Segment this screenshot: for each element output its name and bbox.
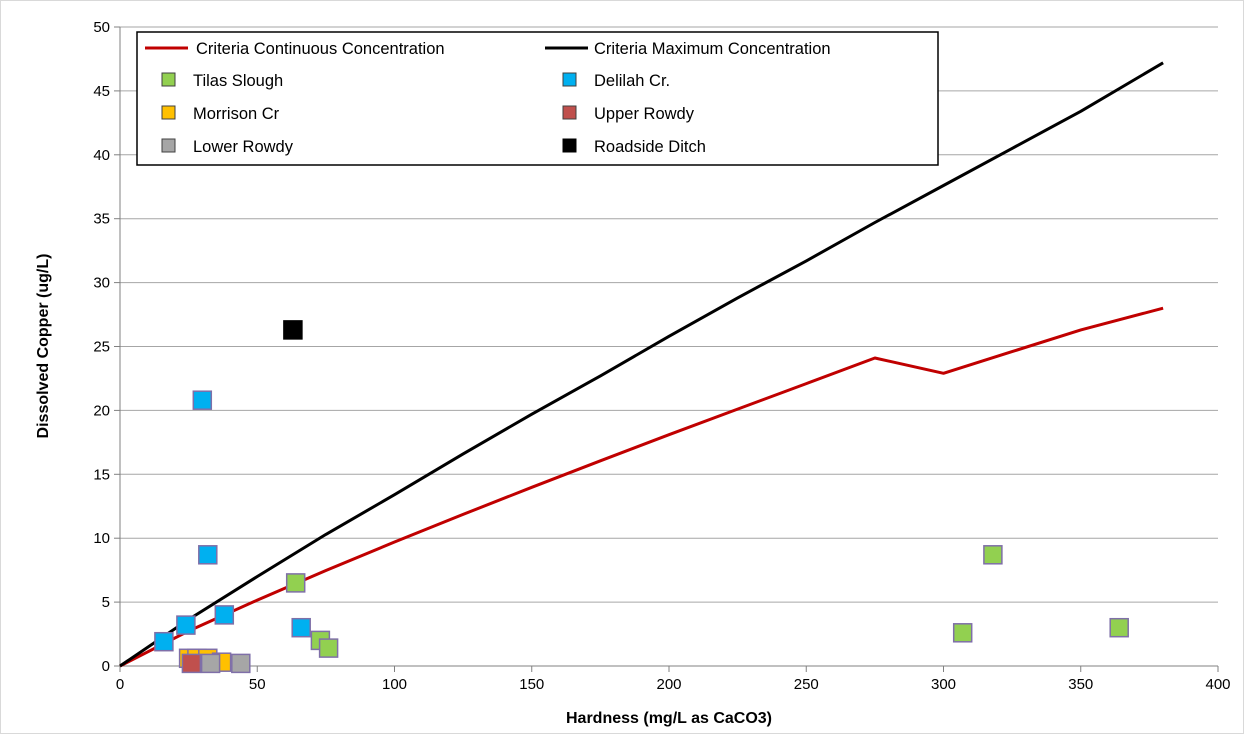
y-tick-label: 20: [93, 402, 110, 419]
legend-cmc-label: Criteria Maximum Concentration: [594, 40, 831, 58]
y-axis-ticks: 0 5 10 15 20 25 30 35 40 45 50: [93, 19, 120, 675]
y-tick-label: 40: [93, 147, 110, 164]
point-tilas-slough: [1109, 617, 1129, 638]
point-tilas-slough: [952, 623, 973, 643]
x-tick-label: 200: [656, 676, 681, 693]
point-delilah-cr: [154, 631, 174, 652]
x-tick-label: 300: [931, 676, 956, 693]
x-tick-label: 150: [519, 676, 544, 693]
y-tick-label: 50: [93, 19, 110, 36]
legend-lower-rowdy-label: Lower Rowdy: [193, 138, 294, 156]
x-tick-label: 250: [794, 676, 819, 693]
legend-tilas-label: Tilas Slough: [193, 72, 283, 90]
point-lower-rowdy: [200, 653, 221, 674]
x-tick-label: 0: [116, 676, 124, 693]
x-tick-label: 400: [1205, 676, 1230, 693]
y-tick-label: 25: [93, 339, 110, 356]
x-tick-label: 50: [249, 676, 266, 693]
point-tilas-slough: [318, 638, 339, 658]
y-tick-label: 0: [102, 658, 110, 675]
legend: Criteria Continuous Concentration Criter…: [136, 31, 939, 166]
legend-lower-rowdy-marker: [161, 138, 176, 153]
point-roadside-ditch: [283, 320, 303, 340]
point-delilah-cr: [291, 617, 311, 638]
cmc-line: [119, 61, 1164, 668]
x-axis-title: Hardness (mg/L as CaCO3): [566, 710, 772, 727]
point-tilas-slough: [285, 573, 306, 593]
point-delilah-cr: [198, 545, 218, 565]
point-upper-rowdy: [181, 653, 202, 674]
legend-upper-rowdy-label: Upper Rowdy: [594, 105, 695, 123]
point-delilah-cr: [214, 605, 235, 625]
legend-upper-rowdy-marker: [562, 105, 577, 120]
point-tilas-slough: [983, 545, 1003, 565]
point-delilah-cr: [176, 615, 196, 635]
legend-morrison-label: Morrison Cr: [193, 105, 280, 123]
x-axis-ticks: 0 50 100 150 200 250 300 350 400: [116, 666, 1231, 693]
legend-roadside-marker: [562, 138, 577, 153]
legend-box: [136, 31, 939, 166]
y-tick-label: 30: [93, 275, 110, 292]
legend-morrison-marker: [161, 105, 176, 120]
legend-roadside-label: Roadside Ditch: [594, 138, 706, 156]
y-tick-label: 10: [93, 530, 110, 547]
point-delilah-cr: [192, 390, 213, 410]
data-points: [154, 320, 1129, 674]
y-tick-label: 15: [93, 466, 110, 483]
legend-delilah-marker: [562, 72, 577, 87]
y-tick-label: 35: [93, 211, 110, 228]
x-tick-label: 100: [382, 676, 407, 693]
legend-delilah-label: Delilah Cr.: [594, 72, 670, 90]
y-tick-label: 5: [102, 594, 110, 611]
x-tick-label: 350: [1068, 676, 1093, 693]
point-lower-rowdy: [231, 653, 251, 674]
y-tick-label: 45: [93, 83, 110, 100]
y-axis-title: Dissolved Copper (ug/L): [35, 254, 52, 439]
legend-ccc-label: Criteria Continuous Concentration: [196, 40, 445, 58]
legend-tilas-marker: [161, 72, 176, 87]
